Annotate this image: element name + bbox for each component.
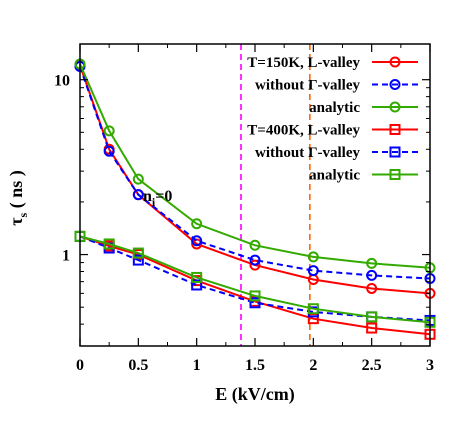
data-point (191, 271, 203, 283)
data-point (366, 282, 378, 294)
data-point (249, 297, 261, 309)
y-tick-label: 1 (62, 248, 70, 265)
legend: T=150K, L-valley without Γ-valley analytic… (247, 55, 418, 184)
legend-label: T=150K, L-valley (247, 55, 360, 71)
data-point (307, 265, 319, 277)
y-tick-label: 10 (54, 73, 70, 90)
data-point (307, 251, 319, 263)
data-point (366, 311, 378, 323)
legend-label: analytic (309, 168, 360, 184)
data-point (103, 145, 115, 157)
annotation-symbol: n (143, 188, 152, 205)
data-point (132, 247, 144, 259)
x-tick-label: 3 (426, 357, 434, 374)
legend-marker (389, 124, 401, 135)
legend-entry-5: without Γ-valley (255, 145, 418, 161)
data-point (366, 322, 378, 334)
x-tick-label: 2.5 (362, 357, 382, 374)
legend-entry-6: analytic (309, 168, 418, 184)
y-axis-label-units: ( ns ) (6, 170, 27, 213)
data-point (249, 239, 261, 251)
legend-marker (389, 101, 401, 113)
legend-marker (389, 56, 401, 68)
legend-label: T=400K, L-valley (247, 123, 360, 139)
density-annotation: ni=0 (143, 188, 172, 209)
data-point (249, 259, 261, 271)
data-point (132, 173, 144, 185)
x-tick-label: 0.5 (128, 357, 148, 374)
x-tick-label: 0 (76, 357, 84, 374)
data-point (103, 238, 115, 250)
y-axis-label-subscript: s (16, 212, 30, 217)
ticks: 0 0.5 1 1.5 2 2.5 3 1 10 (54, 44, 434, 374)
legend-entry-1: T=150K, L-valley (247, 55, 418, 71)
x-tick-label: 1 (193, 357, 201, 374)
x-tick-label: 1.5 (245, 357, 265, 374)
legend-marker (389, 169, 401, 180)
data-point (191, 235, 203, 247)
y-axis-label-symbol: τ (6, 217, 26, 226)
data-point (191, 218, 203, 230)
data-point (132, 254, 144, 266)
legend-entry-3: analytic (309, 100, 418, 116)
annotation-value: =0 (155, 188, 172, 205)
series-line-2 (79, 66, 431, 280)
data-point (366, 257, 378, 269)
x-axis-label: E (kV/cm) (215, 384, 295, 405)
data-point (249, 290, 261, 302)
legend-marker (389, 79, 401, 90)
data-point (191, 279, 203, 291)
legend-entry-2: without Γ-valley (255, 78, 418, 94)
legend-entry-4: T=400K, L-valley (247, 123, 418, 139)
annotation-subscript: i (152, 195, 156, 209)
x-tick-label: 2 (309, 357, 317, 374)
y-axis-label: τs ( ns ) (6, 170, 30, 225)
legend-label: analytic (309, 100, 360, 116)
legend-label: without Γ-valley (255, 145, 360, 161)
series-line-3 (79, 63, 431, 269)
data-point (366, 269, 378, 281)
data-point (307, 303, 319, 315)
series-line-1 (79, 64, 431, 295)
data-point (103, 125, 115, 137)
legend-label: without Γ-valley (255, 78, 360, 94)
data-point (132, 189, 144, 201)
data-point (249, 254, 261, 266)
legend-marker (389, 146, 401, 158)
